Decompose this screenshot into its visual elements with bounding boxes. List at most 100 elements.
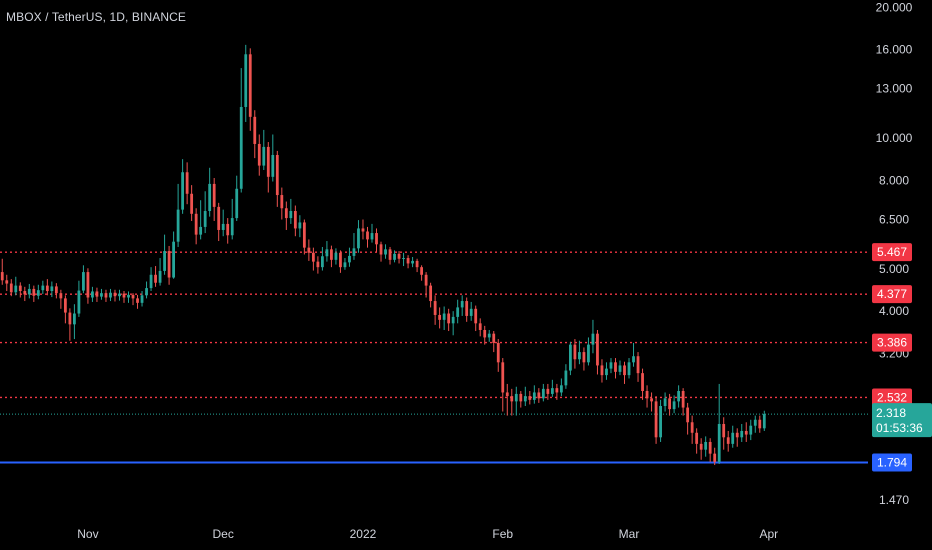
candle-body bbox=[735, 432, 739, 438]
price-tick-label: 5.000 bbox=[879, 262, 909, 276]
candle-body bbox=[27, 288, 31, 295]
current-price-label: 2.318 bbox=[876, 406, 906, 420]
price-tag-label: 1.794 bbox=[877, 455, 907, 469]
time-axis[interactable]: Nov Dec 2022 Feb Mar Apr bbox=[77, 527, 778, 541]
candle-body bbox=[569, 344, 572, 371]
candle-body bbox=[555, 388, 559, 393]
candle-body bbox=[68, 312, 72, 325]
candle-body bbox=[100, 293, 103, 297]
candle-body bbox=[217, 206, 221, 230]
candle-body bbox=[731, 432, 735, 444]
candle-body bbox=[456, 307, 460, 317]
price-tick-label: 8.000 bbox=[879, 173, 909, 187]
candle-body bbox=[163, 251, 166, 271]
candle-body bbox=[311, 252, 315, 262]
candle-body bbox=[438, 314, 442, 320]
candle-body bbox=[379, 244, 383, 255]
candle-body bbox=[402, 258, 405, 260]
candle-body bbox=[343, 262, 347, 268]
price-tag bbox=[872, 388, 912, 407]
time-tick-label: Feb bbox=[492, 527, 513, 541]
candle-body bbox=[618, 365, 622, 372]
candle-body bbox=[704, 441, 708, 450]
candle-body bbox=[18, 285, 22, 292]
candle-body bbox=[316, 261, 320, 268]
candle-body bbox=[77, 290, 81, 314]
candle-body bbox=[587, 344, 590, 363]
candle-body bbox=[275, 154, 279, 196]
candle-body bbox=[501, 362, 505, 393]
candle-body bbox=[23, 291, 27, 295]
candle-body bbox=[357, 228, 360, 249]
candle-body bbox=[158, 270, 162, 283]
candle-body bbox=[226, 223, 230, 236]
candle-body bbox=[63, 298, 67, 313]
candle-body bbox=[118, 293, 121, 297]
candle-body bbox=[384, 249, 387, 255]
candle-body bbox=[172, 241, 175, 278]
candle-body bbox=[605, 368, 608, 376]
candle-body bbox=[32, 288, 36, 296]
price-tag bbox=[872, 243, 912, 262]
candle-body bbox=[149, 274, 153, 289]
candle-body bbox=[109, 292, 112, 298]
candle-body bbox=[262, 146, 266, 166]
candle-body bbox=[762, 414, 766, 429]
candle-body bbox=[136, 298, 139, 303]
candle-body bbox=[677, 391, 681, 402]
candle-body bbox=[722, 423, 726, 438]
candle-body bbox=[528, 396, 532, 400]
candle-body bbox=[86, 272, 90, 298]
time-tick-label: 2022 bbox=[350, 527, 377, 541]
candle-body bbox=[713, 453, 717, 462]
candle-body bbox=[596, 333, 599, 366]
candle-body bbox=[95, 291, 99, 297]
time-tick-label: Dec bbox=[213, 527, 234, 541]
candle-body bbox=[483, 329, 487, 338]
candle-body bbox=[194, 213, 198, 235]
candle-body bbox=[104, 293, 108, 298]
candle-body bbox=[690, 422, 694, 433]
candle-body bbox=[388, 249, 392, 260]
candle-body bbox=[659, 405, 662, 438]
candle-body bbox=[199, 226, 203, 235]
candle-body bbox=[573, 344, 577, 360]
candle-body bbox=[487, 333, 491, 338]
candle-body bbox=[185, 172, 189, 194]
candle-body bbox=[208, 183, 212, 212]
candle-body bbox=[632, 356, 635, 363]
candle-body bbox=[131, 294, 135, 299]
candle-body bbox=[248, 54, 252, 117]
candle-body bbox=[140, 295, 144, 303]
candle-body bbox=[5, 280, 9, 284]
candle-body bbox=[397, 253, 401, 259]
candle-body bbox=[41, 285, 45, 291]
symbol-title: MBOX / TetherUS, 1D, BINANCE bbox=[6, 10, 186, 24]
candle-body bbox=[636, 356, 640, 374]
horizontal-levels[interactable] bbox=[0, 251, 868, 464]
candle-body bbox=[14, 285, 18, 293]
candle-body bbox=[578, 352, 581, 360]
candle-body bbox=[284, 208, 288, 219]
candle-body bbox=[749, 425, 753, 435]
candle-body bbox=[654, 401, 658, 438]
price-tick-label: 16.000 bbox=[876, 43, 913, 57]
time-tick-label: Nov bbox=[77, 527, 98, 541]
candle-body bbox=[0, 272, 4, 281]
candle-body bbox=[330, 249, 333, 260]
price-tick-label: 4.000 bbox=[879, 304, 909, 318]
candle-body bbox=[302, 222, 306, 248]
candle-body bbox=[541, 388, 545, 399]
candle-body bbox=[257, 143, 261, 166]
candle-body bbox=[167, 251, 171, 278]
candle-body bbox=[113, 292, 117, 297]
candle-body bbox=[523, 396, 527, 402]
candle-body bbox=[127, 294, 130, 298]
candle-body bbox=[623, 365, 626, 376]
candle-body bbox=[154, 274, 157, 283]
price-tick-label: 13.000 bbox=[876, 82, 913, 96]
candle-body bbox=[460, 301, 464, 308]
